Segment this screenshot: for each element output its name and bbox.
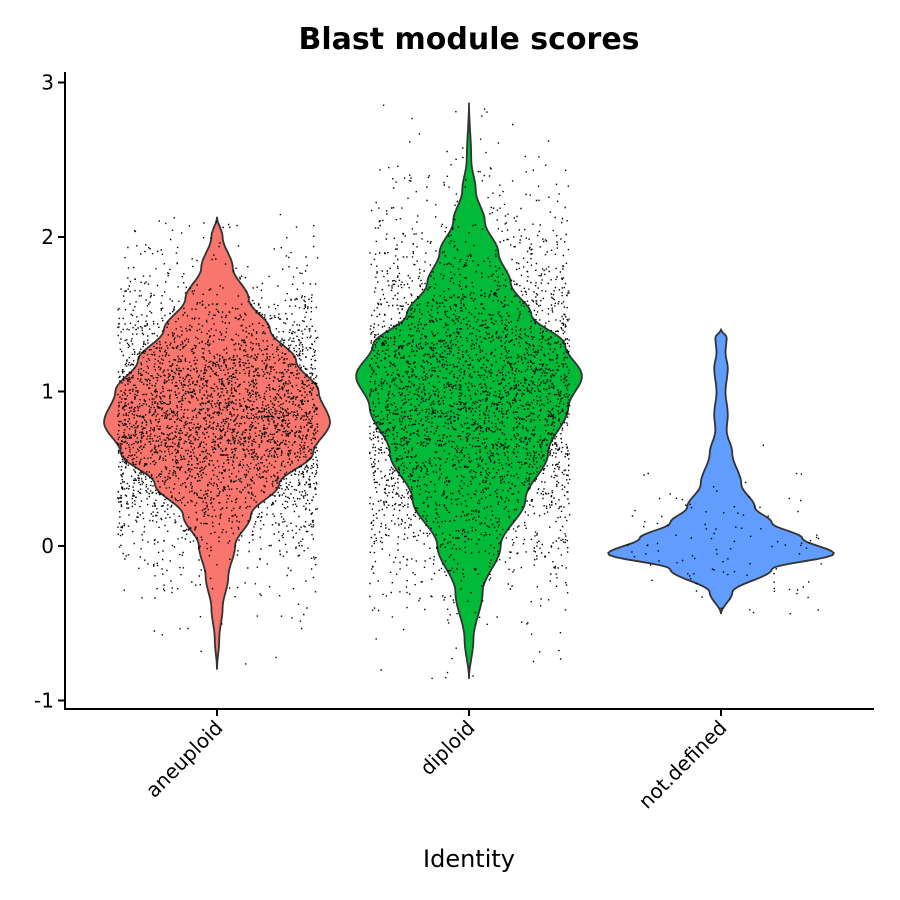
violin-group-diploid (355, 102, 583, 680)
plot-area (103, 102, 835, 680)
x-tick-label: aneuploid (141, 716, 228, 803)
x-tick-label: diploid (415, 716, 479, 780)
jitter-points-aneuploid (117, 213, 319, 665)
violin-not-defined (607, 327, 835, 615)
y-tick-label: 1 (41, 380, 54, 404)
x-ticks: aneuploid diploid not.defined (141, 709, 732, 813)
violin-aneuploid (103, 216, 331, 670)
y-tick-label: 2 (41, 225, 54, 249)
x-axis-title: Identity (423, 845, 515, 873)
violin-group-aneuploid (103, 213, 331, 670)
violin-group-not-defined (607, 327, 835, 615)
y-tick-label: 0 (41, 534, 54, 558)
y-tick-label: -1 (34, 689, 54, 713)
y-tick-label: 3 (41, 71, 54, 95)
x-tick-label: not.defined (634, 716, 732, 814)
jitter-points-diploid (369, 104, 571, 680)
y-ticks: -1 0 1 2 3 (34, 71, 65, 713)
chart-title: Blast module scores (298, 22, 639, 57)
